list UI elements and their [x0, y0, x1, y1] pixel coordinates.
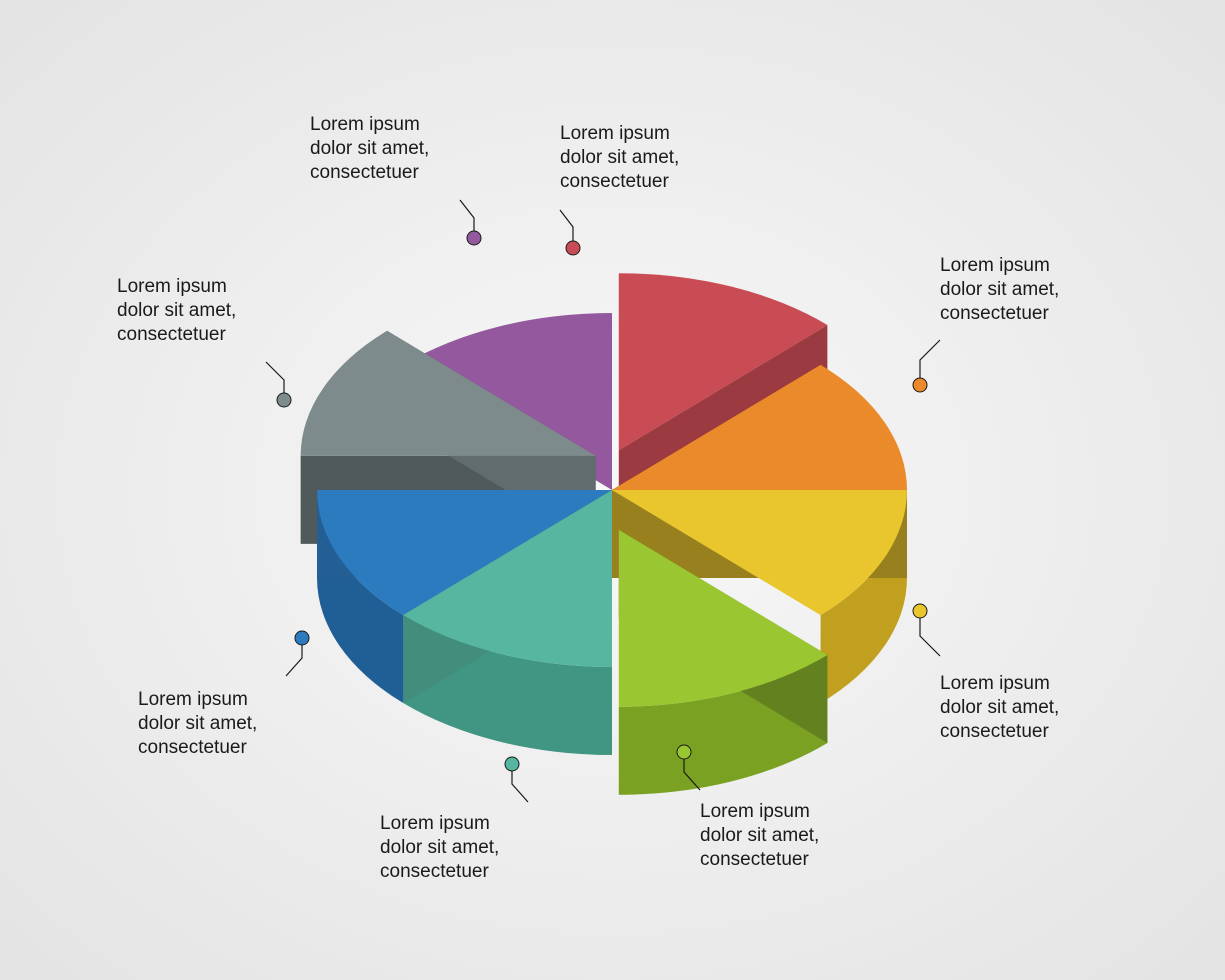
leader-dot-s1: [566, 241, 580, 255]
leader-dot-s3: [913, 604, 927, 618]
leader-dot-s8: [467, 231, 481, 245]
infographic-canvas: Lorem ipsum dolor sit amet, consectetuer…: [0, 0, 1225, 980]
leader-dot-s2: [913, 378, 927, 392]
leader-dot-s7: [277, 393, 291, 407]
leader-dot-s4: [677, 745, 691, 759]
leader-dot-s5: [505, 757, 519, 771]
slice-label-s1: Lorem ipsum dolor sit amet, consectetuer: [560, 122, 679, 193]
slice-label-s4: Lorem ipsum dolor sit amet, consectetuer: [700, 800, 819, 871]
slice-label-s2: Lorem ipsum dolor sit amet, consectetuer: [940, 254, 1059, 325]
slice-label-s5: Lorem ipsum dolor sit amet, consectetuer: [380, 812, 499, 883]
slice-label-s6: Lorem ipsum dolor sit amet, consectetuer: [138, 688, 257, 759]
slice-label-s8: Lorem ipsum dolor sit amet, consectetuer: [310, 113, 429, 184]
leader-dot-s6: [295, 631, 309, 645]
slice-label-s7: Lorem ipsum dolor sit amet, consectetuer: [117, 275, 236, 346]
slice-label-s3: Lorem ipsum dolor sit amet, consectetuer: [940, 672, 1059, 743]
